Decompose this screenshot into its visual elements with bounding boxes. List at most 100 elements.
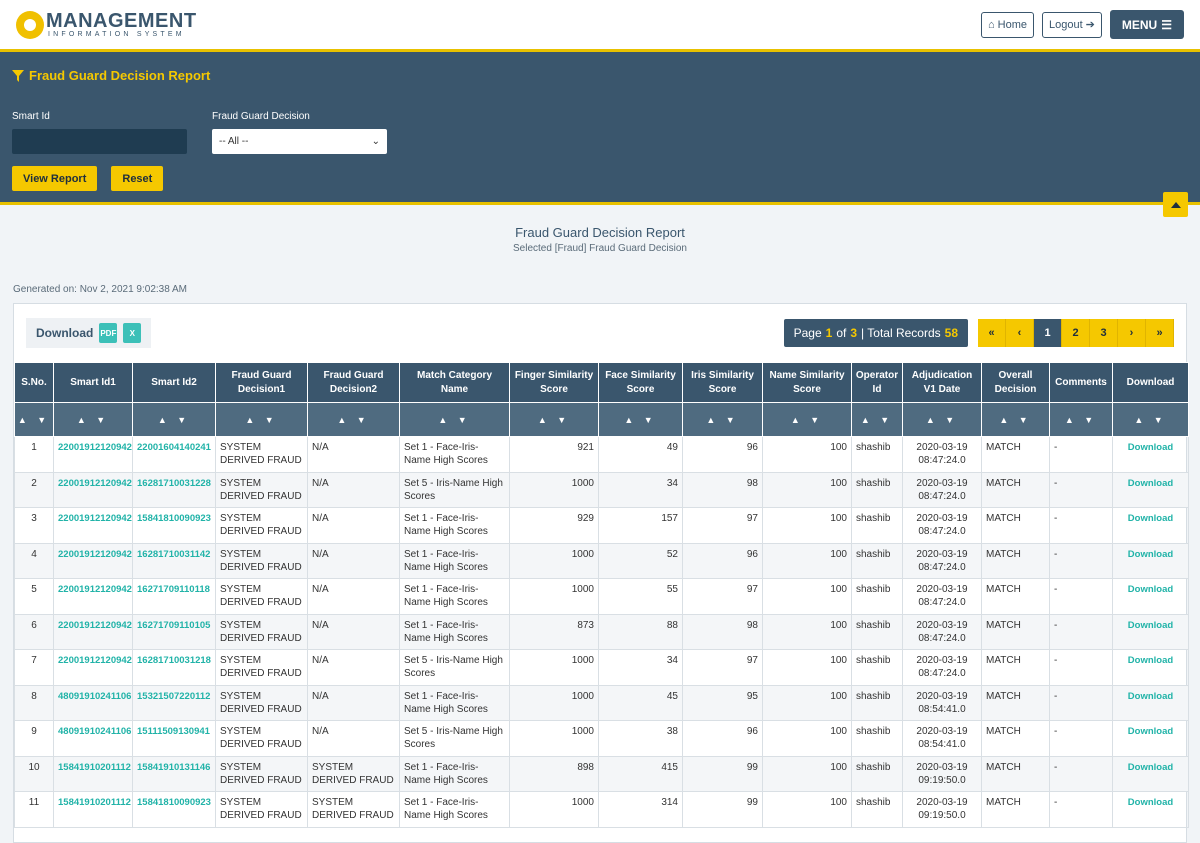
table-cell: shashib	[851, 507, 903, 544]
last-page-button[interactable]: »	[1146, 319, 1174, 347]
smart-id-link[interactable]: 15841810090923	[132, 791, 216, 828]
report-table: S.No. Smart Id1 Smart Id2 Fraud Guard Decis…	[14, 362, 1189, 828]
row-download-link[interactable]: Download	[1112, 720, 1189, 757]
smart-id-link[interactable]: 15841810090923	[132, 507, 216, 544]
sort-arrows-icon[interactable]: ▲ ▼	[598, 402, 683, 437]
logout-button[interactable]: Logout ➔	[1042, 11, 1102, 38]
column-header: Smart Id1	[53, 362, 133, 403]
sort-arrows-icon[interactable]: ▲ ▼	[902, 402, 982, 437]
smart-id-link[interactable]: 16271709110105	[132, 613, 216, 650]
view-report-button[interactable]: View Report	[12, 166, 98, 191]
sort-arrows-icon[interactable]: ▲ ▼	[399, 402, 510, 437]
table-cell: 1000	[509, 720, 599, 757]
smart-id-link[interactable]: 22001912120942	[53, 471, 133, 508]
table-cell: N/A	[307, 471, 400, 508]
sort-arrows-icon[interactable]: ▲ ▼	[307, 402, 400, 437]
table-cell: SYSTEM DERIVED FRAUD	[215, 613, 308, 650]
table-row: 6 22001912120942 16271709110105 SYSTEM DERI…	[14, 613, 1189, 650]
next-page-button[interactable]: ›	[1118, 319, 1146, 347]
table-cell: SYSTEM DERIVED FRAUD	[215, 578, 308, 615]
table-cell: 2020-03-19 08:54:41.0	[902, 684, 982, 721]
column-header: Finger Similarity Score	[509, 362, 599, 403]
pdf-download-icon[interactable]: PDF	[99, 323, 118, 343]
sort-arrows-icon[interactable]: ▲ ▼	[682, 402, 763, 437]
table-cell: SYSTEM DERIVED FRAUD	[215, 436, 308, 473]
smart-id-link[interactable]: 16281710031142	[132, 542, 216, 579]
table-cell: N/A	[307, 436, 400, 473]
sort-arrows-icon[interactable]: ▲ ▼	[981, 402, 1050, 437]
smart-id-link[interactable]: 48091910241106	[53, 684, 133, 721]
row-download-link[interactable]: Download	[1112, 613, 1189, 650]
table-cell: 929	[509, 507, 599, 544]
report-heading: Fraud Guard Decision Report Selected [Fr…	[0, 225, 1200, 254]
smart-id-link[interactable]: 22001912120942	[53, 613, 133, 650]
row-download-link[interactable]: Download	[1112, 507, 1189, 544]
table-cell: 11	[14, 791, 54, 828]
sort-arrows-icon[interactable]: ▲ ▼	[53, 402, 133, 437]
table-cell: 99	[682, 791, 763, 828]
sort-arrows-icon[interactable]: ▲ ▼	[1049, 402, 1113, 437]
table-cell: 1000	[509, 471, 599, 508]
page-button-1[interactable]: 1	[1034, 319, 1062, 347]
table-cell: MATCH	[981, 613, 1050, 650]
smart-id-link[interactable]: 15321507220112	[132, 684, 216, 721]
smart-id-link[interactable]: 48091910241106	[53, 720, 133, 757]
row-download-link[interactable]: Download	[1112, 755, 1189, 792]
column-header: Download	[1112, 362, 1189, 403]
reset-button[interactable]: Reset	[111, 166, 164, 191]
smart-id-link[interactable]: 22001912120942	[53, 649, 133, 686]
sort-arrows-icon[interactable]: ▲ ▼	[1112, 402, 1189, 437]
table-cell: -	[1049, 578, 1113, 615]
sort-arrows-icon[interactable]: ▲ ▼	[132, 402, 216, 437]
table-cell: 2020-03-19 08:47:24.0	[902, 578, 982, 615]
smart-id-link[interactable]: 15841910131146	[132, 755, 216, 792]
chevron-down-icon: ⌄	[371, 136, 380, 147]
home-button[interactable]: ⌂ Home	[981, 11, 1035, 38]
sort-arrows-icon[interactable]: ▲ ▼	[762, 402, 852, 437]
excel-download-icon[interactable]: X	[123, 323, 142, 343]
table-cell: MATCH	[981, 720, 1050, 757]
row-download-link[interactable]: Download	[1112, 471, 1189, 508]
prev-page-button[interactable]: ‹	[1006, 319, 1034, 347]
table-cell: MATCH	[981, 649, 1050, 686]
row-download-link[interactable]: Download	[1112, 542, 1189, 579]
app-logo[interactable]: MANAGEMENT INFORMATION SYSTEM	[16, 10, 197, 39]
collapse-panel-button[interactable]	[1163, 192, 1188, 217]
table-cell: 9	[14, 720, 54, 757]
smart-id-link[interactable]: 15841910201112	[53, 755, 133, 792]
table-cell: MATCH	[981, 755, 1050, 792]
table-cell: 96	[682, 542, 763, 579]
sort-arrows-icon[interactable]: ▲ ▼	[14, 402, 54, 437]
row-download-link[interactable]: Download	[1112, 791, 1189, 828]
row-download-link[interactable]: Download	[1112, 436, 1189, 473]
smart-id-link[interactable]: 22001912120942	[53, 578, 133, 615]
smart-id-link[interactable]: 22001912120942	[53, 542, 133, 579]
smart-id-link[interactable]: 22001604140241	[132, 436, 216, 473]
smart-id-input[interactable]	[12, 129, 187, 154]
column-header: Operator Id	[851, 362, 903, 403]
filter-title: Fraud Guard Decision Report	[12, 68, 1188, 83]
first-page-button[interactable]: «	[978, 319, 1006, 347]
table-cell: MATCH	[981, 436, 1050, 473]
sort-arrows-icon[interactable]: ▲ ▼	[851, 402, 903, 437]
smart-id-link[interactable]: 15111509130941	[132, 720, 216, 757]
table-row: 7 22001912120942 16281710031218 SYSTEM DERI…	[14, 649, 1189, 686]
smart-id-link[interactable]: 22001912120942	[53, 436, 133, 473]
row-download-link[interactable]: Download	[1112, 578, 1189, 615]
smart-id-link[interactable]: 16281710031228	[132, 471, 216, 508]
decision-select[interactable]: -- All -- ⌄	[212, 129, 387, 154]
table-cell: shashib	[851, 436, 903, 473]
sort-arrows-icon[interactable]: ▲ ▼	[215, 402, 308, 437]
row-download-link[interactable]: Download	[1112, 649, 1189, 686]
table-cell: 6	[14, 613, 54, 650]
page-button-3[interactable]: 3	[1090, 319, 1118, 347]
table-cell: 52	[598, 542, 683, 579]
smart-id-link[interactable]: 16281710031218	[132, 649, 216, 686]
row-download-link[interactable]: Download	[1112, 684, 1189, 721]
smart-id-link[interactable]: 16271709110118	[132, 578, 216, 615]
smart-id-link[interactable]: 15841910201112	[53, 791, 133, 828]
page-button-2[interactable]: 2	[1062, 319, 1090, 347]
sort-arrows-icon[interactable]: ▲ ▼	[509, 402, 599, 437]
smart-id-link[interactable]: 22001912120942	[53, 507, 133, 544]
menu-button[interactable]: MENU ☰	[1109, 10, 1184, 39]
